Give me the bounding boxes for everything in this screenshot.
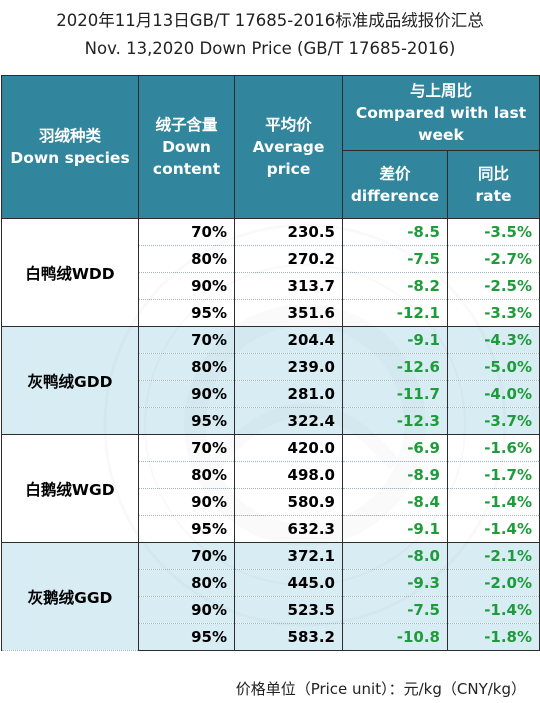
table-row: 灰鹅绒GGD 70% 372.1 -8.0 -2.1% bbox=[1, 542, 540, 651]
price-table-body: 白鸭绒WDD 70% 230.5 -8.5 -3.5% 80% 270.2 -7.5 -2.7%… bbox=[1, 218, 540, 651]
rate-cell: -3.3% bbox=[446, 299, 540, 327]
average-price-cell: 322.4 bbox=[234, 407, 343, 435]
rate-cell: -1.8% bbox=[446, 623, 540, 651]
average-price-cell: 204.4 bbox=[234, 326, 343, 354]
difference-cell: -12.6 bbox=[342, 353, 448, 381]
header-compared-last-week: 与上周比 Compared with last week bbox=[341, 75, 540, 151]
down-content-cell: 95% bbox=[138, 623, 235, 651]
rate-cell: -4.0% bbox=[446, 380, 540, 408]
difference-cell: -9.1 bbox=[342, 515, 448, 543]
down-content-cell: 90% bbox=[138, 272, 235, 300]
down-content-cell: 90% bbox=[138, 596, 235, 624]
header-average-price: 平均价 Average price bbox=[234, 75, 343, 219]
table-row: 80% 445.0 -9.3 -2.0% bbox=[2, 569, 540, 597]
down-content-cell: 95% bbox=[138, 515, 235, 543]
difference-cell: -8.0 bbox=[342, 542, 448, 570]
difference-cell: -12.1 bbox=[342, 299, 448, 327]
rate-cell: -1.4% bbox=[446, 596, 540, 624]
difference-cell: -7.5 bbox=[342, 245, 448, 273]
average-price-cell: 632.3 bbox=[234, 515, 343, 543]
species-label: 白鸭绒WDD bbox=[1, 218, 139, 327]
difference-cell: -10.8 bbox=[342, 623, 448, 651]
rate-cell: -1.4% bbox=[446, 488, 540, 516]
table-row: 95% 583.2 -10.8 -1.8% bbox=[2, 623, 540, 651]
table-row: 95% 351.6 -12.1 -3.3% bbox=[2, 299, 540, 327]
rate-cell: -2.7% bbox=[446, 245, 540, 273]
average-price-cell: 281.0 bbox=[234, 380, 343, 408]
rate-cell: -3.5% bbox=[446, 218, 540, 246]
table-row: 95% 322.4 -12.3 -3.7% bbox=[2, 407, 540, 435]
table-row: 80% 270.2 -7.5 -2.7% bbox=[2, 245, 540, 273]
average-price-cell: 420.0 bbox=[234, 434, 343, 462]
down-content-cell: 95% bbox=[138, 407, 235, 435]
page-subtitle: Nov. 13,2020 Down Price (GB/T 17685-2016… bbox=[84, 39, 456, 58]
average-price-cell: 270.2 bbox=[234, 245, 343, 273]
difference-cell: -12.3 bbox=[342, 407, 448, 435]
table-row: 白鸭绒WDD 70% 230.5 -8.5 -3.5% bbox=[1, 218, 540, 327]
species-label: 白鹅绒WGD bbox=[1, 434, 139, 543]
header-down-content: 绒子含量 Down content bbox=[138, 75, 235, 219]
average-price-cell: 372.1 bbox=[234, 542, 343, 570]
down-content-cell: 95% bbox=[138, 299, 235, 327]
table-row: 90% 313.7 -8.2 -2.5% bbox=[2, 272, 540, 300]
difference-cell: -8.5 bbox=[342, 218, 448, 246]
down-price-table: 羽绒种类 Down species 绒子含量 Down content 平均价 … bbox=[1, 75, 540, 651]
difference-cell: -8.9 bbox=[342, 461, 448, 489]
rate-cell: -2.0% bbox=[446, 569, 540, 597]
down-content-cell: 70% bbox=[138, 326, 235, 354]
difference-cell: -11.7 bbox=[342, 380, 448, 408]
down-content-cell: 80% bbox=[138, 353, 235, 381]
down-content-cell: 80% bbox=[138, 245, 235, 273]
average-price-cell: 523.5 bbox=[234, 596, 343, 624]
table-row: 80% 498.0 -8.9 -1.7% bbox=[2, 461, 540, 489]
price-unit-note: 价格单位（Price unit）：元/kg（CNY/kg） bbox=[235, 680, 526, 698]
header-rate: 同比 rate bbox=[446, 150, 540, 219]
down-content-cell: 80% bbox=[138, 461, 235, 489]
page-title: 2020年11月13日GB/T 17685-2016标准成品绒报价汇总 bbox=[56, 11, 484, 30]
average-price-cell: 445.0 bbox=[234, 569, 343, 597]
table-row: 95% 632.3 -9.1 -1.4% bbox=[2, 515, 540, 543]
rate-cell: -1.7% bbox=[446, 461, 540, 489]
average-price-cell: 230.5 bbox=[234, 218, 343, 246]
down-content-cell: 80% bbox=[138, 569, 235, 597]
rate-cell: -5.0% bbox=[446, 353, 540, 381]
average-price-cell: 583.2 bbox=[234, 623, 343, 651]
difference-cell: -6.9 bbox=[342, 434, 448, 462]
down-content-cell: 70% bbox=[138, 218, 235, 246]
header-species: 羽绒种类 Down species bbox=[1, 75, 139, 219]
difference-cell: -9.3 bbox=[342, 569, 448, 597]
species-label: 灰鹅绒GGD bbox=[1, 542, 139, 651]
rate-cell: -3.7% bbox=[446, 407, 540, 435]
down-content-cell: 90% bbox=[138, 380, 235, 408]
difference-cell: -7.5 bbox=[342, 596, 448, 624]
table-row: 80% 239.0 -12.6 -5.0% bbox=[2, 353, 540, 381]
difference-cell: -8.2 bbox=[342, 272, 448, 300]
table-row: 白鹅绒WGD 70% 420.0 -6.9 -1.6% bbox=[1, 434, 540, 543]
table-row: 灰鸭绒GDD 70% 204.4 -9.1 -4.3% bbox=[1, 326, 540, 435]
average-price-cell: 239.0 bbox=[234, 353, 343, 381]
average-price-cell: 351.6 bbox=[234, 299, 343, 327]
species-label: 灰鸭绒GDD bbox=[1, 326, 139, 435]
difference-cell: -9.1 bbox=[342, 326, 448, 354]
header-difference: 差价 difference bbox=[342, 150, 448, 219]
average-price-cell: 498.0 bbox=[234, 461, 343, 489]
rate-cell: -2.5% bbox=[446, 272, 540, 300]
down-content-cell: 70% bbox=[138, 542, 235, 570]
average-price-cell: 580.9 bbox=[234, 488, 343, 516]
average-price-cell: 313.7 bbox=[234, 272, 343, 300]
rate-cell: -1.4% bbox=[446, 515, 540, 543]
rate-cell: -2.1% bbox=[446, 542, 540, 570]
down-content-cell: 70% bbox=[138, 434, 235, 462]
difference-cell: -8.4 bbox=[342, 488, 448, 516]
rate-cell: -4.3% bbox=[446, 326, 540, 354]
down-content-cell: 90% bbox=[138, 488, 235, 516]
table-row: 90% 580.9 -8.4 -1.4% bbox=[2, 488, 540, 516]
rate-cell: -1.6% bbox=[446, 434, 540, 462]
